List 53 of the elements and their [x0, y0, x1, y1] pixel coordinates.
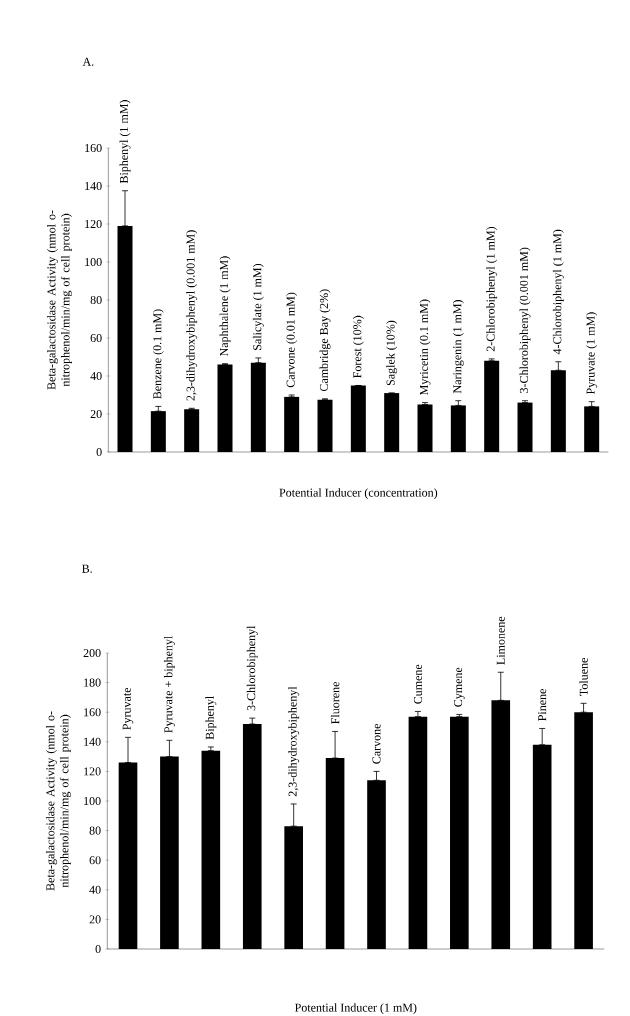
x-tick-label: Fluorene — [330, 682, 340, 724]
y-tick-label: 180 — [84, 678, 101, 687]
y-tick-label: 140 — [84, 737, 101, 746]
y-tick-label: 0 — [96, 447, 102, 457]
y-tick-label: 20 — [90, 409, 102, 419]
x-axis-title: Potential Inducer (1 mM) — [294, 1003, 417, 1015]
x-tick-label: 2-Chlorobiphenyl (1 mM) — [486, 226, 498, 352]
y-tick-label: 100 — [84, 796, 101, 806]
x-tick-label: 3-Chlorobiphenyl — [246, 625, 258, 711]
y-tick-label: 60 — [90, 333, 102, 343]
y-tick-label: 40 — [89, 885, 101, 894]
x-tick-label: Naphthalene (1 mM) — [219, 256, 231, 357]
x-tick-label: Naringenin (1 mM) — [452, 300, 464, 394]
x-tick-label: 2,3-dihydroxybiphenyl (0.001 mM) — [186, 230, 198, 401]
y-tick-label: 80 — [90, 295, 102, 305]
x-tick-label: Pyruvate (1 mM) — [586, 312, 598, 395]
x-tick-label: Pyruvate — [122, 687, 134, 730]
y-tick-label: 40 — [90, 371, 102, 381]
x-tick-label: Benzene (0.1 mM) — [152, 309, 164, 399]
y-tick-label: 60 — [89, 856, 101, 865]
x-tick-label: Biphenyl — [205, 696, 217, 740]
x-tick-label: Cymene — [454, 667, 465, 707]
y-tick-label: 20 — [89, 915, 101, 924]
x-tick-label: Biphenyl (1 mM) — [119, 100, 131, 184]
x-tick-label: Limonene — [496, 616, 505, 665]
x-tick-label: Pyruvate + biphenyl — [163, 635, 175, 733]
x-tick-label: Forest (10%) — [352, 315, 364, 378]
y-tick-label: 80 — [89, 826, 101, 835]
x-tick-label: 2,3-dihydroxybiphenyl — [288, 686, 300, 797]
y-tick-label: 200 — [83, 648, 101, 658]
x-tick-label: Saglek (10%) — [386, 320, 398, 386]
y-tick-label: 160 — [84, 708, 101, 717]
x-tick-label: Myricetin (0.1 mM) — [419, 299, 431, 396]
x-tick-label: Salicylate (1 mM) — [252, 263, 264, 350]
y-axis-title: Beta-galactosidase Activity (nmol o-nitrophenol/min/mg of cell protein) — [45, 711, 71, 891]
y-tick-label: 120 — [84, 767, 101, 776]
y-tick-label: 140 — [85, 181, 102, 191]
x-tick-label: Cumene — [413, 664, 422, 704]
x-tick-label: 4-Chlorobiphenyl (1 mM) — [552, 229, 564, 355]
x-tick-label: Carvone — [372, 723, 381, 764]
x-tick-label: Cambridge Bay (2%) — [319, 289, 331, 392]
chart-title: B. — [82, 564, 92, 573]
x-tick-label: Carvone (0.01 mM) — [286, 292, 298, 388]
y-tick-label: 120 — [85, 219, 102, 229]
x-axis-title: Potential Inducer (concentration) — [279, 488, 438, 500]
y-tick-label: 100 — [85, 257, 102, 267]
x-tick-label: 3-Chlorobiphenyl (0.001 mM) — [519, 247, 531, 393]
y-tick-label: 160 — [85, 143, 102, 153]
x-tick-label: Pinene — [538, 689, 547, 721]
x-tick-label: Toluene — [579, 658, 588, 696]
y-axis-title: Beta-galactosidase Activity (nmol o-nitrophenol/min/mg of cell protein) — [47, 210, 72, 390]
chart-title: A. — [82, 57, 94, 66]
y-tick-label: 0 — [95, 944, 101, 954]
